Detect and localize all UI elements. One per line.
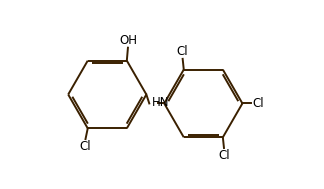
Text: HN: HN <box>152 96 169 109</box>
Text: OH: OH <box>119 34 137 47</box>
Text: Cl: Cl <box>252 97 264 110</box>
Text: Cl: Cl <box>177 45 189 58</box>
Text: Cl: Cl <box>79 140 91 153</box>
Text: Cl: Cl <box>218 149 230 162</box>
